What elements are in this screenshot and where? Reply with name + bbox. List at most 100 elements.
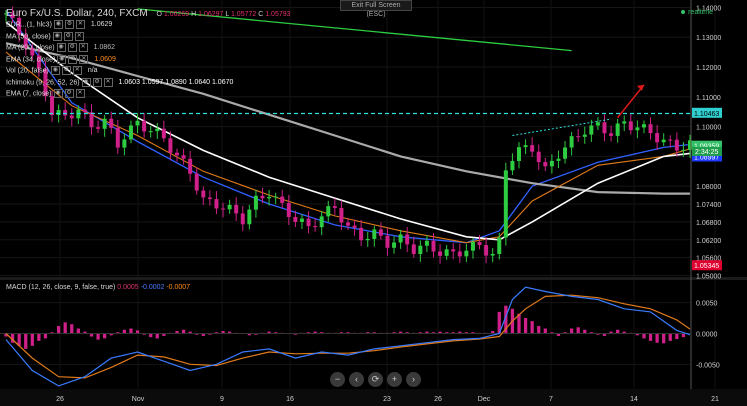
- y-tick-label: 1.05000: [696, 274, 721, 281]
- close-icon[interactable]: ✕: [78, 43, 88, 52]
- candle-body: [405, 234, 410, 245]
- close-icon[interactable]: ✕: [79, 54, 89, 64]
- candle-body: [155, 128, 160, 132]
- candle-body: [602, 122, 607, 134]
- settings-icon[interactable]: ⚙: [92, 77, 102, 87]
- candle-body: [260, 195, 265, 199]
- eye-icon[interactable]: ◉: [53, 89, 63, 98]
- macd-hist-bar: [116, 332, 120, 334]
- candle-body: [63, 110, 68, 116]
- macd-hist-bar: [550, 332, 554, 334]
- close-icon[interactable]: ✕: [75, 20, 85, 29]
- close-icon[interactable]: ✕: [103, 77, 113, 87]
- settings-icon[interactable]: ⚙: [64, 89, 74, 98]
- settings-icon[interactable]: ⚙: [63, 31, 73, 41]
- indicator-value: 1.0862: [93, 44, 116, 52]
- macd-hist-bar: [576, 327, 580, 334]
- candle-body: [536, 151, 541, 163]
- reset-button[interactable]: ⟳: [368, 372, 383, 387]
- y-tick-label: 1.10000: [696, 125, 721, 132]
- exit-fullscreen-button[interactable]: Exit Full Screen (ESC): [340, 0, 412, 18]
- scroll-left-button[interactable]: ‹: [349, 372, 364, 387]
- candle-body: [595, 122, 600, 126]
- eye-icon[interactable]: ◉: [81, 77, 91, 87]
- candle-body: [36, 55, 41, 69]
- candle-body: [135, 120, 140, 126]
- price-label: 1.10463: [694, 111, 719, 118]
- macd-hist-bar: [662, 333, 666, 344]
- symbol-header: Euro Fx/U.S. Dollar, 240, FXCM O 1.06269…: [6, 8, 291, 20]
- ohlc-value: 1.05772: [230, 11, 259, 18]
- close-icon[interactable]: ✕: [74, 31, 84, 41]
- indicator-row[interactable]: EUR...(1, hlc3) ◉ ⚙ ✕ 1.0629: [6, 20, 112, 29]
- candle-body: [418, 245, 423, 254]
- zoom-in-button[interactable]: +: [387, 372, 402, 387]
- indicator-label: Ichimoku (9, 26, 52, 26): [6, 78, 80, 86]
- candle-body: [17, 18, 22, 35]
- macd-hist-bar: [589, 332, 593, 334]
- candle-body: [398, 234, 403, 243]
- macd-hist-bar: [471, 332, 475, 334]
- macd-hist-bar: [89, 333, 94, 337]
- candle-body: [253, 195, 258, 210]
- zoom-out-button[interactable]: −: [330, 372, 345, 387]
- close-icon[interactable]: ✕: [72, 66, 82, 75]
- candle-body: [122, 139, 127, 148]
- indicator-row[interactable]: MA (50, close) ◉ ⚙ ✕: [6, 31, 84, 41]
- macd-hist-bar: [30, 333, 34, 346]
- close-icon[interactable]: ✕: [75, 89, 85, 98]
- eye-icon[interactable]: ◉: [57, 54, 67, 64]
- settings-icon[interactable]: ⚙: [67, 43, 77, 52]
- macd-hist-bar: [569, 328, 574, 334]
- macd-legend: MACD (12, 26, close, 9, false, true) 0.0…: [6, 284, 190, 291]
- macd-hist-bar: [635, 333, 640, 336]
- indicator-row[interactable]: Vol (20, false) ◉ ⚙ ✕ n/a: [6, 66, 98, 75]
- macd-label: MACD (12, 26, close, 9, false, true): [6, 284, 116, 291]
- macd-hist-bar: [267, 331, 271, 334]
- price-grid: [0, 0, 716, 389]
- macd-hist-bar: [517, 313, 521, 334]
- ohlc-readout: O 1.06269 H 1.06297 L 1.05772 C 1.05793: [157, 11, 291, 18]
- macd-hist-bar: [451, 332, 455, 334]
- eye-icon[interactable]: ◉: [50, 66, 60, 75]
- time-axis-band: [0, 389, 747, 406]
- candle-body: [549, 160, 554, 167]
- candle-body: [128, 125, 133, 140]
- eye-icon[interactable]: ◉: [56, 43, 66, 52]
- eye-icon[interactable]: ◉: [52, 31, 62, 41]
- macd-hist-bar: [438, 331, 442, 334]
- symbol-title: Euro Fx/U.S. Dollar, 240, FXCM: [6, 8, 148, 19]
- settings-icon[interactable]: ⚙: [64, 20, 74, 29]
- candle-body: [286, 202, 291, 217]
- candle-body: [352, 225, 357, 228]
- trendline: [137, 8, 572, 52]
- macd-pane: [0, 286, 691, 387]
- macd-hist-bar: [63, 322, 67, 334]
- macd-hist-bar: [274, 332, 278, 334]
- candle-body: [372, 229, 377, 239]
- macd-hist-bar: [563, 332, 567, 334]
- eye-icon[interactable]: ◉: [53, 20, 63, 29]
- candle-body: [359, 227, 364, 241]
- candle-body: [385, 235, 390, 248]
- macd-hist-bar: [306, 332, 311, 334]
- macd-y-tick-label: 0.0000: [696, 331, 718, 338]
- indicator-row[interactable]: MA (200, close) ◉ ⚙ ✕ 1.0862: [6, 43, 115, 52]
- scroll-right-button[interactable]: ›: [406, 372, 421, 387]
- indicator-row[interactable]: Ichimoku (9, 26, 52, 26) ◉ ⚙ ✕ 1.0603 1.0597…: [6, 77, 233, 87]
- candle-body: [240, 213, 245, 225]
- settings-icon[interactable]: ⚙: [68, 54, 78, 64]
- candle-body: [470, 242, 475, 251]
- candle-body: [635, 127, 640, 131]
- indicator-row[interactable]: EMA (34, close) ◉ ⚙ ✕ 1.0609: [6, 54, 116, 64]
- macd-hist-bar: [339, 332, 344, 334]
- indicator-label: EMA (34, close): [6, 55, 56, 63]
- settings-icon[interactable]: ⚙: [61, 66, 71, 75]
- candle-body: [424, 240, 429, 246]
- macd-hist-bar: [195, 333, 199, 335]
- indicator-row[interactable]: EMA (7, close) ◉ ⚙ ✕: [6, 89, 85, 98]
- candle-body: [438, 251, 443, 256]
- macd-hist-bar: [320, 332, 324, 334]
